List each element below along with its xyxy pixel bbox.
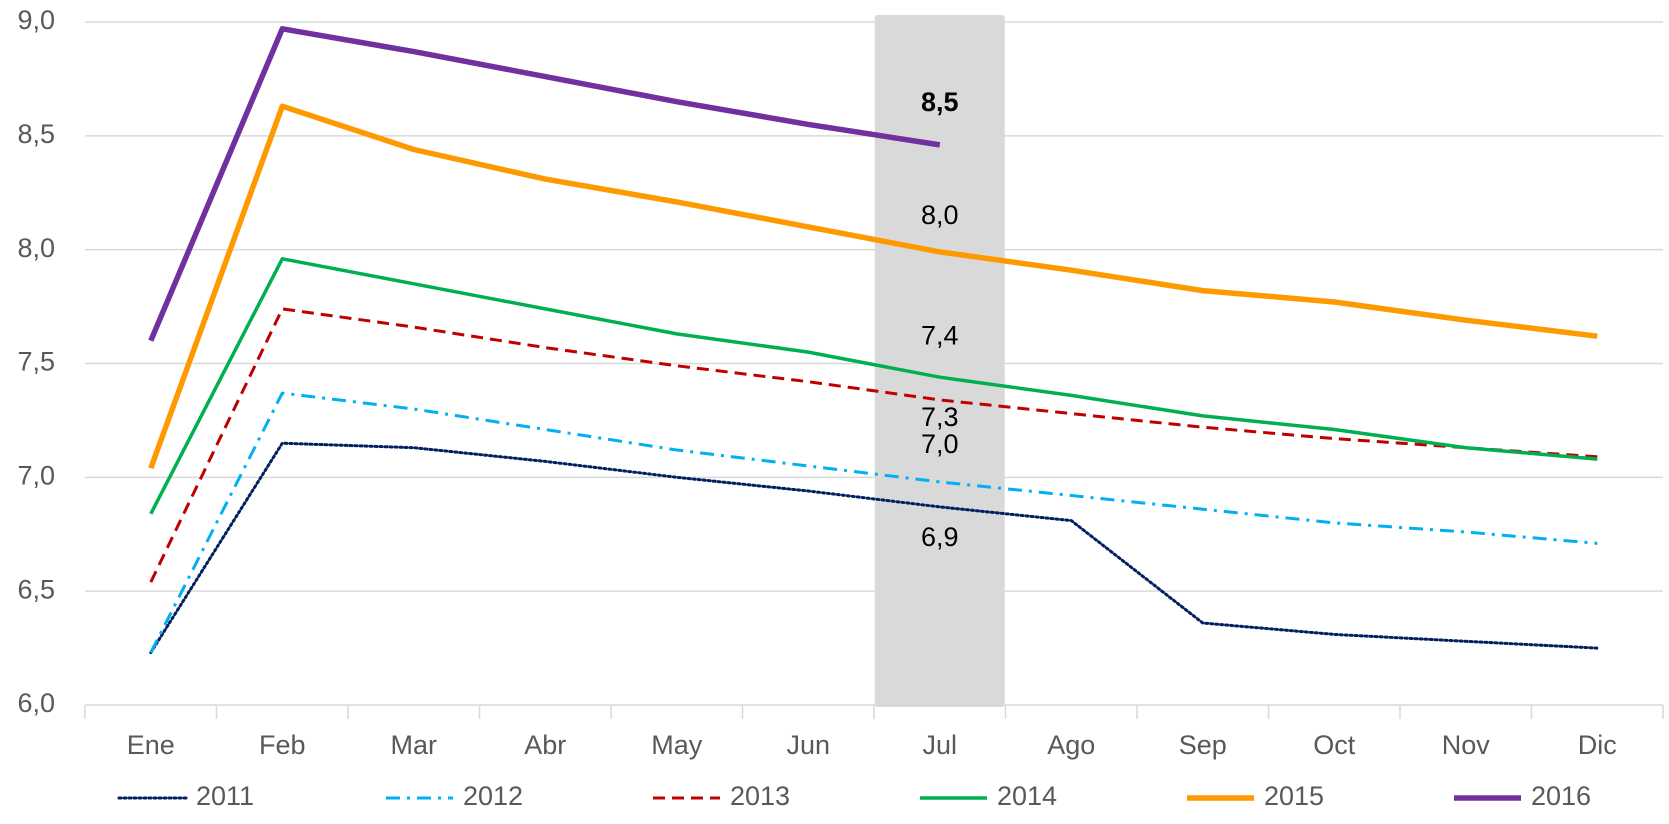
highlight-band bbox=[874, 15, 1005, 707]
data-label: 7,4 bbox=[921, 320, 959, 350]
x-tick-label: Jun bbox=[786, 730, 830, 760]
x-tick-label: Mar bbox=[391, 730, 438, 760]
y-tick-label: 7,5 bbox=[17, 347, 55, 377]
x-tick-label: Jul bbox=[922, 730, 957, 760]
series-line bbox=[149, 307, 1598, 583]
x-tick-label: Oct bbox=[1313, 730, 1356, 760]
y-tick-label: 9,0 bbox=[17, 5, 55, 35]
legend-label: 2013 bbox=[730, 781, 790, 811]
data-label: 7,0 bbox=[921, 429, 959, 459]
x-tick-label: May bbox=[651, 730, 703, 760]
x-tick-label: Nov bbox=[1442, 730, 1491, 760]
y-tick-label: 8,5 bbox=[17, 119, 55, 149]
x-tick-label: Feb bbox=[259, 730, 306, 760]
series-line bbox=[148, 103, 1598, 470]
series-line bbox=[149, 441, 1599, 655]
data-label: 8,0 bbox=[921, 200, 959, 230]
series-line bbox=[149, 391, 1598, 654]
x-tick-label: Sep bbox=[1179, 730, 1227, 760]
legend-label: 2014 bbox=[997, 781, 1057, 811]
x-tick-label: Ago bbox=[1047, 730, 1095, 760]
y-tick-label: 7,0 bbox=[17, 460, 55, 490]
data-label: 8,5 bbox=[921, 87, 959, 117]
x-tick-label: Ene bbox=[127, 730, 175, 760]
x-tick-label: Dic bbox=[1578, 730, 1617, 760]
x-tick-label: Abr bbox=[524, 730, 566, 760]
y-tick-label: 6,5 bbox=[17, 574, 55, 604]
data-label: 7,3 bbox=[921, 402, 959, 432]
legend-label: 2015 bbox=[1264, 781, 1324, 811]
series-line bbox=[148, 26, 941, 342]
y-tick-label: 6,0 bbox=[17, 688, 55, 718]
y-tick-label: 8,0 bbox=[17, 233, 55, 263]
legend-label: 2016 bbox=[1531, 781, 1591, 811]
series-line bbox=[149, 257, 1598, 515]
data-label: 6,9 bbox=[921, 522, 959, 552]
legend-label: 2011 bbox=[196, 781, 254, 811]
legend-label: 2012 bbox=[463, 781, 523, 811]
